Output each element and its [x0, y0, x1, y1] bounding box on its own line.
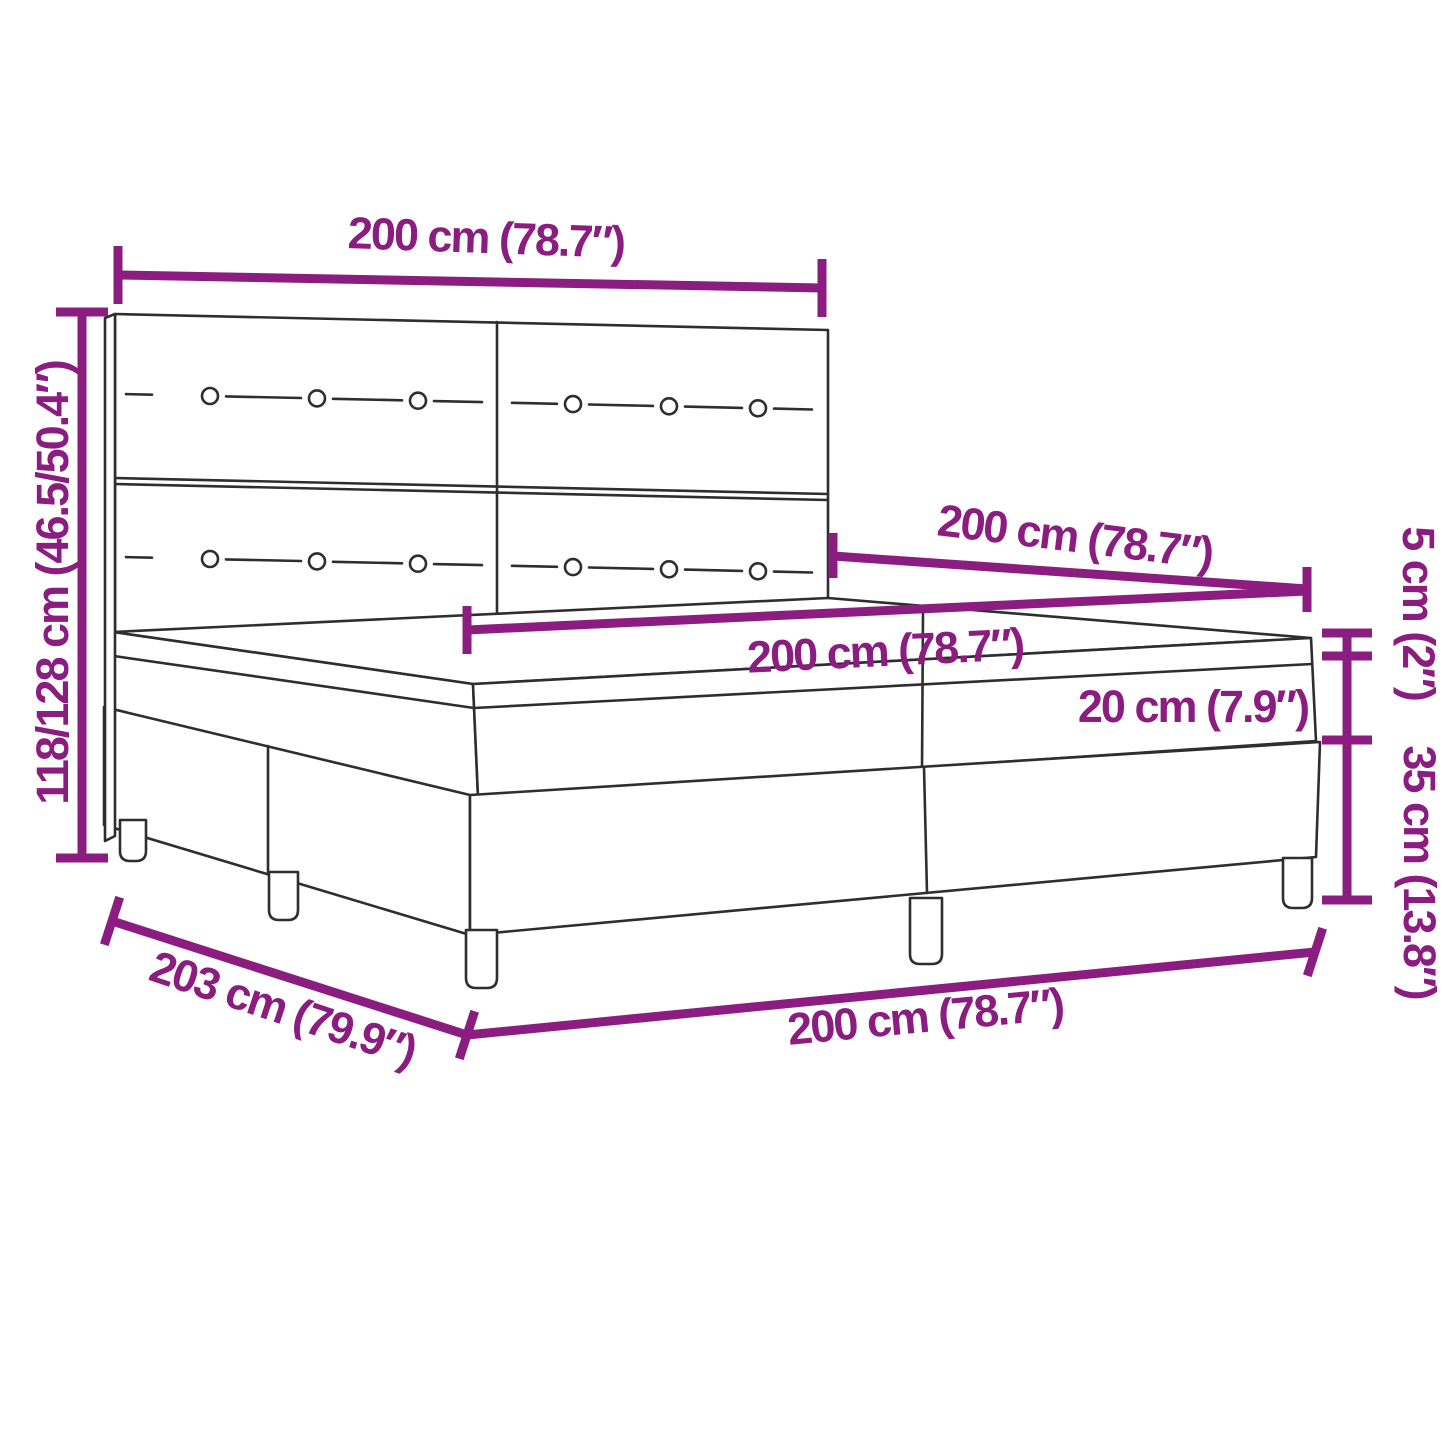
mattress-split-seam [920, 610, 925, 772]
dim-line-bed-depth [828, 533, 1308, 594]
dimension-lines [56, 246, 1372, 1061]
leg-back-left [118, 818, 148, 863]
topper-seam [112, 654, 1314, 710]
dim-label-mattress-thickness: 20 cm (7.9″) [1078, 681, 1308, 732]
dim-line-height-range [56, 307, 108, 863]
leg-front-right [1281, 856, 1314, 910]
dim-label-headboard-width: 200 cm (78.7″) [347, 207, 625, 268]
headboard-side-edge [103, 312, 117, 843]
dim-label-base-height: 35 cm (13.8″) [1394, 745, 1445, 998]
dim-line-frame-width [466, 926, 1327, 1040]
bed-legs [118, 818, 1314, 990]
mattress-with-topper [111, 596, 1318, 799]
leg-side-mid [267, 870, 300, 922]
headboard [113, 312, 830, 650]
leg-front-mid [908, 896, 944, 966]
dim-label-topper-thickness: 5 cm (2″) [1393, 526, 1444, 700]
base-split-seam-front [922, 765, 929, 895]
headboard-buttons-top [200, 386, 768, 418]
dim-line-right-ruler [1322, 628, 1372, 905]
bed-line-drawing [102, 312, 1322, 990]
dim-line-mattress-width [462, 567, 1312, 654]
stitch-row-top [124, 392, 814, 411]
stitch-row-bottom [124, 555, 814, 574]
dim-line-headboard-width [113, 246, 827, 317]
leg-front-left [464, 928, 499, 990]
headboard-buttons-bottom [200, 549, 768, 581]
dim-label-height-range: 118/128 cm (46.5/50.4″) [27, 361, 78, 804]
